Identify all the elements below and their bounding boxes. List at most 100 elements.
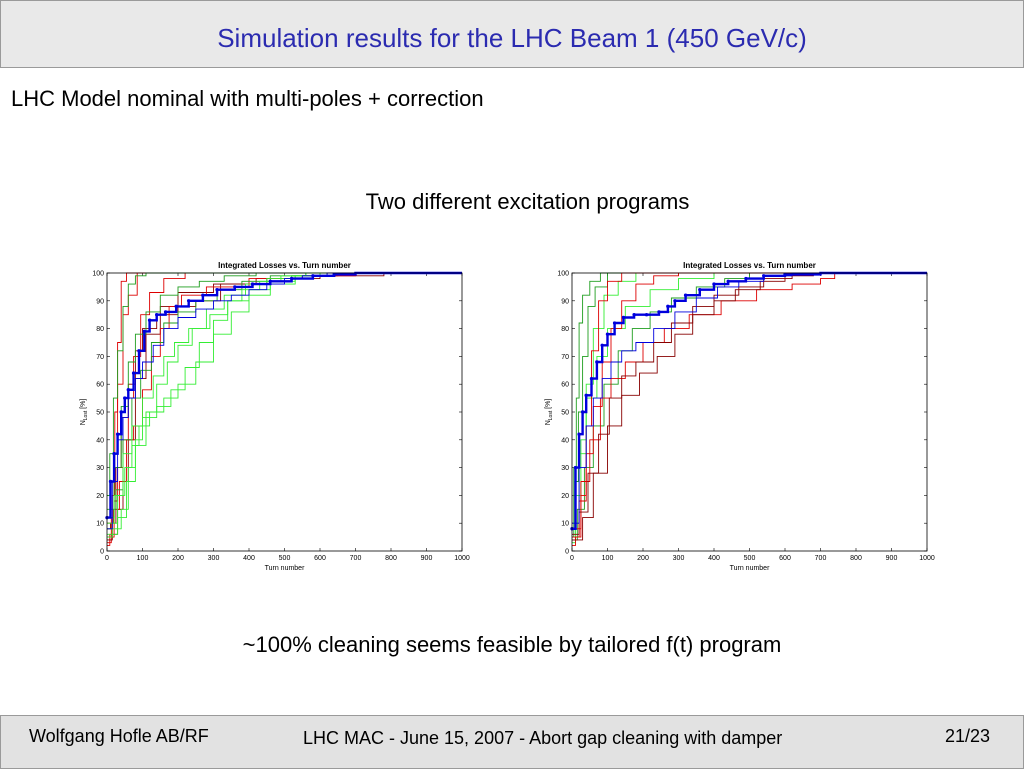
series-line-10 [572,272,927,535]
y-axis-label: NLost [%] [80,399,89,426]
series-line-14 [107,272,462,530]
data-point [605,332,610,336]
x-tick-label: 500 [744,555,756,562]
data-point [119,410,123,414]
x-tick-label: 900 [421,555,433,562]
data-point [632,313,636,317]
plot-area [107,273,462,551]
data-point [233,285,237,289]
x-tick-label: 400 [708,555,720,562]
x-tick-label: 300 [673,555,685,562]
x-tick-label: 1000 [454,555,470,562]
y-tick-label: 70 [561,354,569,361]
x-tick-label: 900 [886,555,898,562]
x-tick-label: 300 [208,555,220,562]
data-point [673,299,677,303]
x-tick-label: 100 [137,555,149,562]
y-tick-label: 50 [96,410,104,417]
x-tick-label: 0 [105,555,109,562]
data-point [289,276,294,281]
x-tick-label: 200 [172,555,184,562]
data-point [311,274,315,278]
y-tick-label: 30 [96,465,104,472]
slide-subtitle: LHC Model nominal with multi-poles + cor… [11,86,484,111]
data-point [584,393,588,398]
data-point [155,313,159,317]
footer: Wolfgang Hofle AB/RF LHC MAC - June 15, … [0,715,1024,769]
x-tick-label: 600 [314,555,326,562]
data-point [744,276,748,281]
y-tick-label: 80 [561,326,569,333]
y-tick-label: 20 [561,493,569,500]
y-tick-label: 100 [557,271,569,278]
data-point [657,310,661,314]
series-line-3 [572,272,927,544]
data-point [112,452,116,456]
data-point [115,432,120,436]
chart-right: 0 100 200 300 400 500 600 700 800 900 1000 0 10 20 30 4… [545,261,935,572]
x-tick-label: 400 [243,555,255,562]
x-tick-label: 800 [850,555,862,562]
series-line-9 [572,272,927,541]
y-tick-label: 60 [96,382,104,389]
data-point [142,329,146,334]
data-point [186,299,191,303]
data-point [137,349,141,353]
y-tick-label: 0 [565,549,569,556]
series-line-12 [107,272,462,530]
data-point [580,410,585,414]
footer-page-number: 21/23 [945,726,991,746]
y-tick-label: 10 [96,521,104,528]
data-point [123,396,127,400]
data-point [762,274,766,278]
x-tick-label: 700 [815,555,827,562]
data-point [250,282,255,286]
data-point [621,315,626,320]
series-line-11 [107,272,462,524]
data-point [147,318,152,322]
data-point [600,343,604,347]
data-point [573,465,578,470]
data-point [683,293,688,297]
data-point [268,279,272,284]
x-tick-label: 0 [570,555,574,562]
x-tick-label: 600 [779,555,791,562]
footer-author: Wolfgang Hofle AB/RF [29,726,209,746]
x-tick-label: 800 [385,555,397,562]
chart-title: Integrated Losses vs. Turn number [683,261,816,270]
y-tick-label: 90 [96,298,104,305]
data-point [201,293,205,297]
data-point [108,479,113,484]
data-point [712,282,716,286]
chart-title: Integrated Losses vs. Turn number [218,261,351,270]
x-axis-label: Turn number [730,565,770,572]
y-tick-label: 10 [561,521,569,528]
footer-event: LHC MAC - June 15, 2007 - Abort gap clea… [303,728,783,748]
x-tick-label: 500 [279,555,291,562]
data-point [163,310,168,314]
data-point [726,279,730,284]
x-tick-label: 200 [637,555,649,562]
data-point [126,388,130,392]
x-tick-label: 100 [602,555,614,562]
plot-frame [106,272,463,552]
x-tick-label: 1000 [919,555,935,562]
series-line-7 [107,272,462,496]
y-tick-label: 70 [96,354,104,361]
slide-caption: Two different excitation programs [365,189,690,214]
x-axis-label: Turn number [265,565,305,572]
data-point [174,304,178,309]
y-tick-label: 20 [96,493,104,500]
x-tick-label: 700 [350,555,362,562]
y-tick-label: 50 [561,410,569,417]
y-tick-label: 0 [100,549,104,556]
data-point [644,313,649,317]
data-point [612,321,617,325]
data-point [783,272,787,277]
chart-left: 0 100 200 300 400 500 600 700 800 900 1000 0 10 20 30 4… [80,261,470,572]
y-tick-label: 30 [561,465,569,472]
y-tick-label: 100 [92,271,104,278]
slide-title: Simulation results for the LHC Beam 1 (4… [217,23,807,53]
y-tick-label: 60 [561,382,569,389]
title-bar: Simulation results for the LHC Beam 1 (4… [0,0,1024,68]
